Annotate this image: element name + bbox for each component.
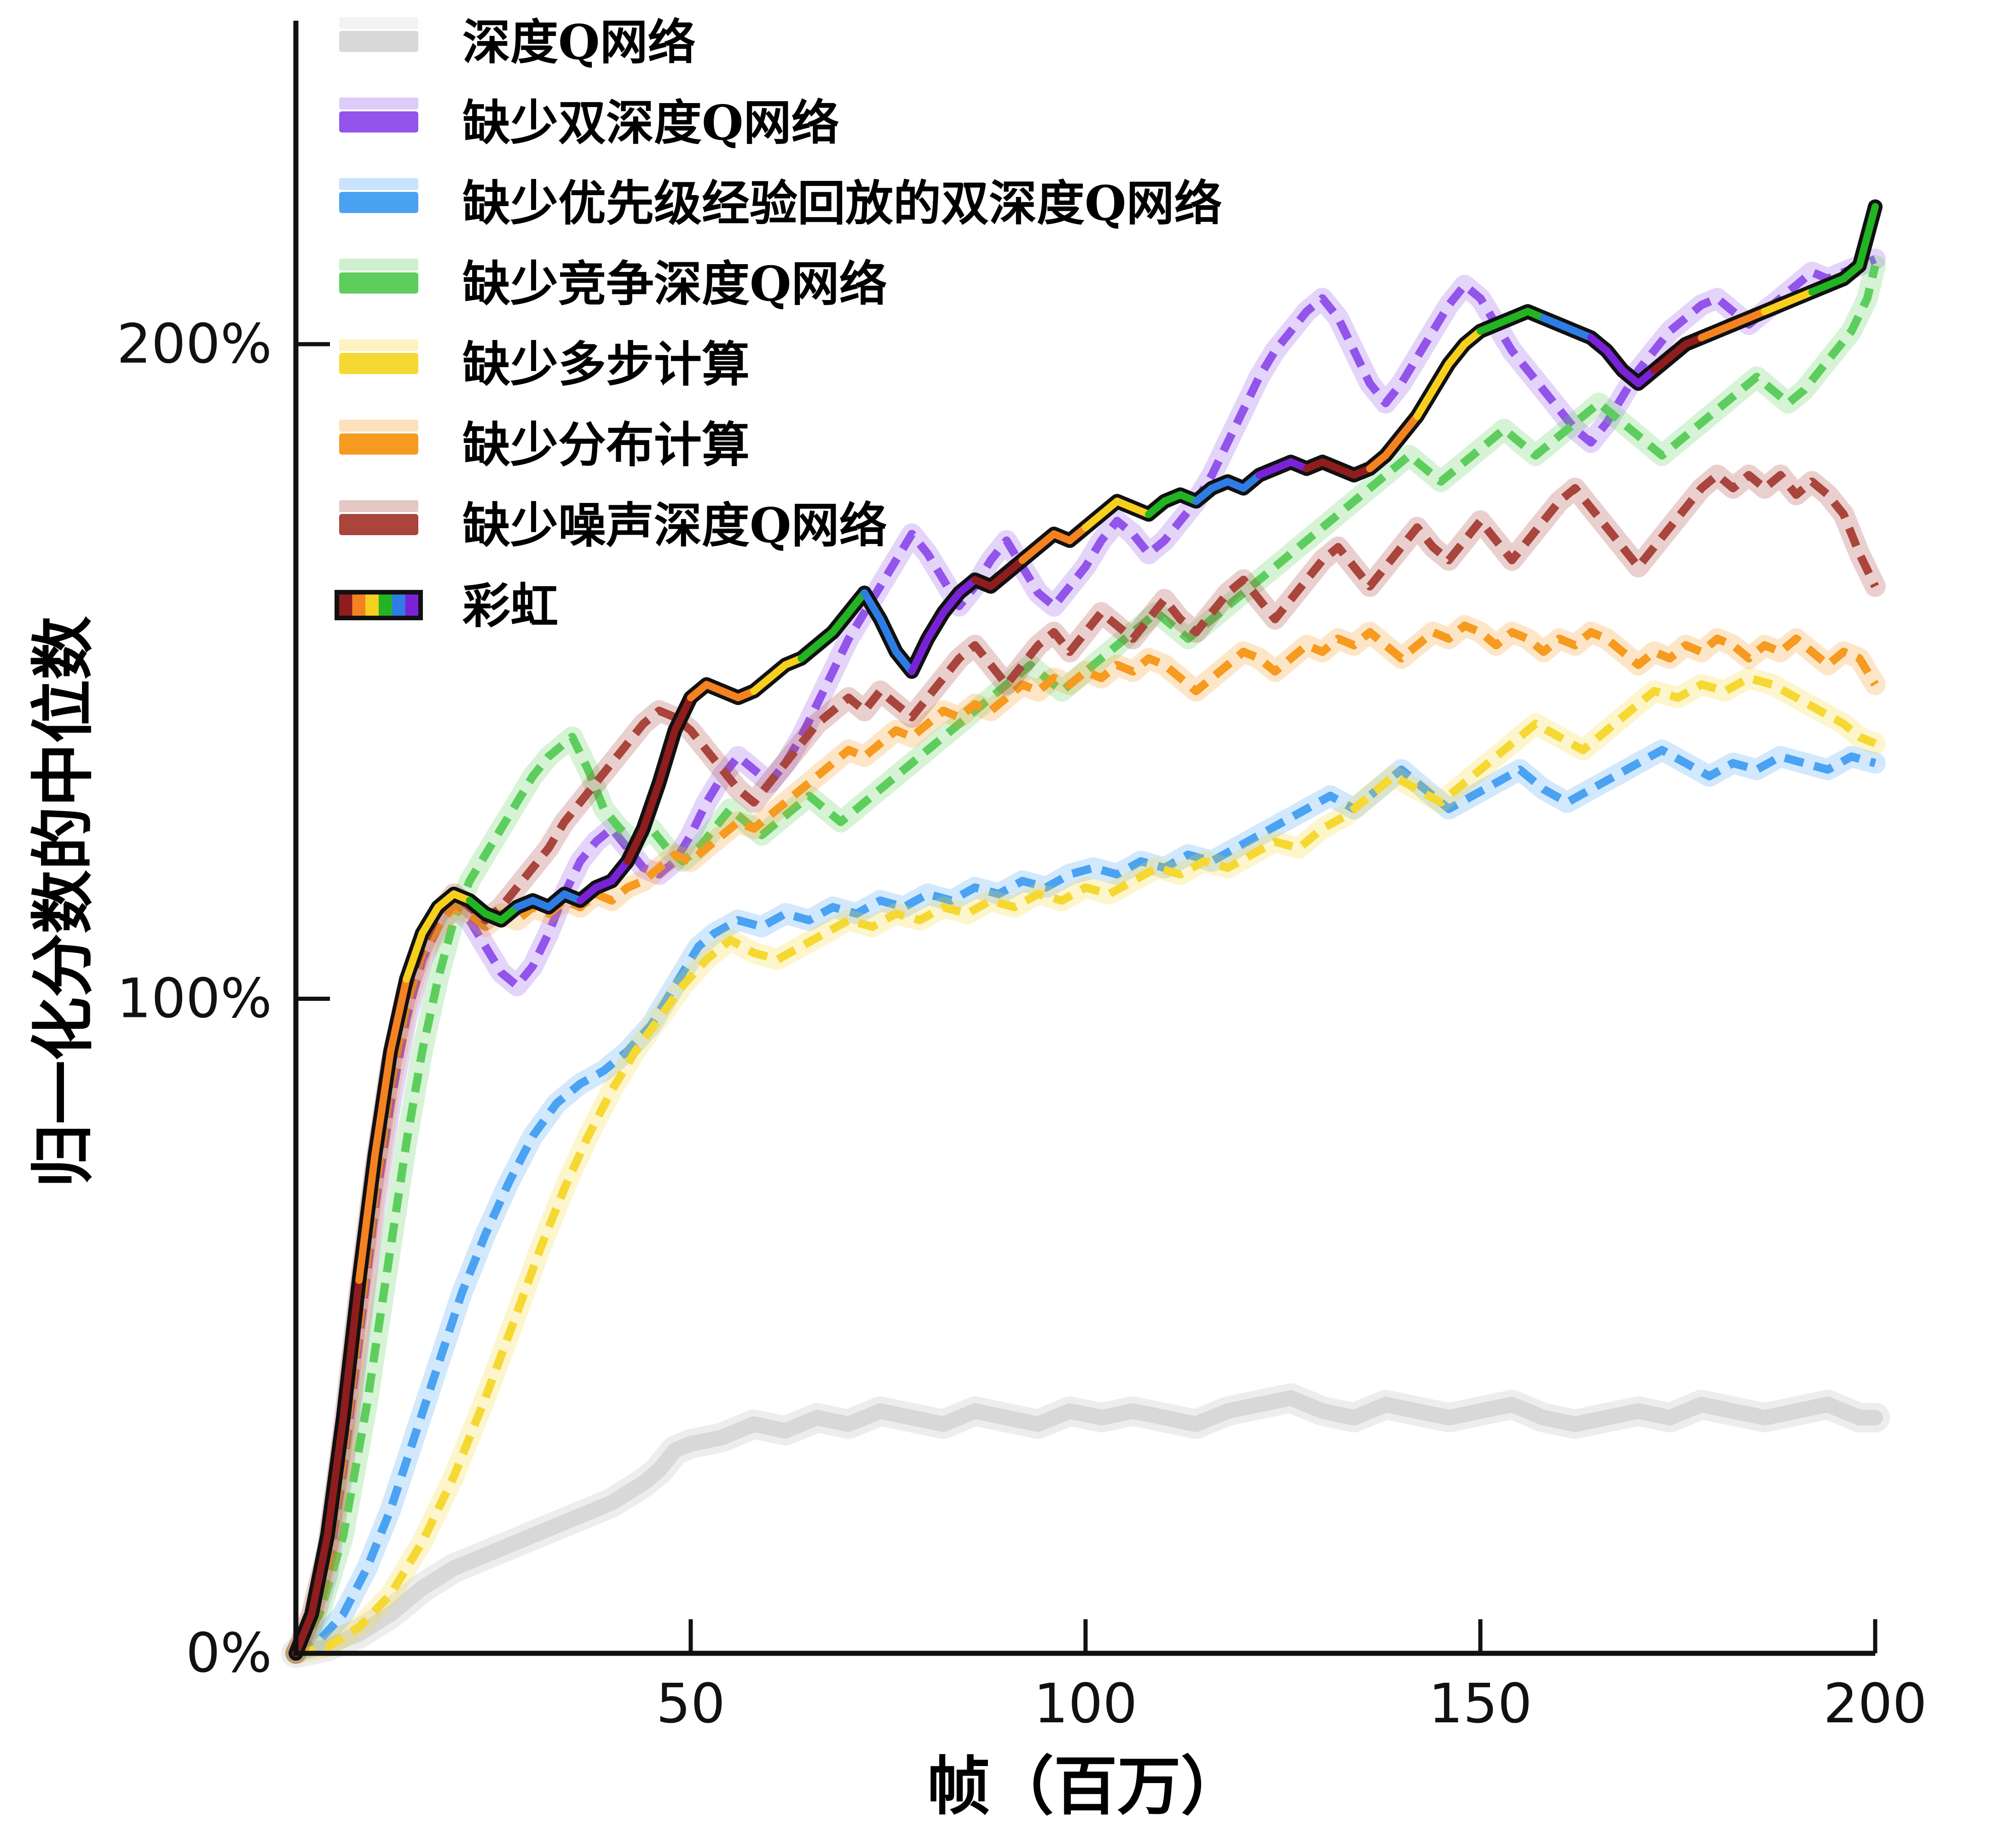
legend-rainbow-stripe bbox=[365, 595, 379, 616]
rainbow-segment bbox=[308, 1531, 331, 1618]
rainbow-segment bbox=[892, 648, 916, 675]
legend-item-6: 缺少噪声深度Q网络 bbox=[339, 497, 887, 554]
legend-swatch-halo bbox=[339, 500, 418, 512]
rainbow-segment bbox=[355, 1152, 379, 1284]
rainbow-segment bbox=[829, 609, 853, 636]
legend-swatch bbox=[339, 111, 418, 133]
x-tick-label-50: 50 bbox=[656, 1672, 725, 1735]
legend-label-3: 缺少竞争深度Q网络 bbox=[462, 255, 887, 312]
rainbow-segment bbox=[1855, 203, 1879, 270]
rainbow-segment bbox=[1445, 341, 1468, 368]
rainbow-segment bbox=[861, 589, 884, 623]
series-line-6 bbox=[292, 471, 1879, 1655]
legend-label-0: 深度Q网络 bbox=[462, 14, 696, 70]
series-halo-0 bbox=[281, 1383, 1890, 1668]
legend-rainbow-stripe bbox=[405, 595, 418, 616]
y-tick-label-100: 100% bbox=[117, 967, 272, 1030]
legend-item-5: 缺少分布计算 bbox=[339, 416, 750, 473]
legend-label-7: 彩虹 bbox=[462, 577, 558, 634]
legend-item-4: 缺少多步计算 bbox=[339, 336, 750, 393]
legend-swatch-halo bbox=[339, 339, 418, 351]
legend-label-1: 缺少双深度Q网络 bbox=[462, 94, 839, 151]
y-axis-title: 归一化分数的中位数 bbox=[25, 616, 100, 1188]
legend-item-0: 深度Q网络 bbox=[339, 14, 696, 70]
x-tick-label-100: 100 bbox=[1034, 1672, 1137, 1735]
legend-swatch-halo bbox=[339, 420, 418, 432]
legend-swatch bbox=[339, 353, 418, 374]
axes bbox=[293, 21, 1877, 1656]
rainbow-segment bbox=[1603, 347, 1626, 374]
rainbow-segment bbox=[1382, 432, 1405, 459]
legend-swatch bbox=[339, 31, 418, 52]
legend-swatch-halo bbox=[339, 98, 418, 110]
series-line-rainbow bbox=[292, 203, 1879, 1657]
series-line-dqn bbox=[288, 1390, 1883, 1661]
rainbow-segment bbox=[1429, 360, 1453, 394]
rainbow-segment bbox=[371, 1047, 394, 1160]
legend-swatch bbox=[339, 433, 418, 455]
rainbow-segment bbox=[924, 609, 947, 643]
legend-swatch-halo bbox=[339, 259, 418, 271]
legend-rainbow-stripe bbox=[379, 595, 392, 616]
rainbow-segment bbox=[323, 1414, 347, 1539]
rainbow-segment bbox=[845, 589, 868, 617]
rainbow-segment bbox=[940, 589, 963, 617]
rainbow-segment bbox=[403, 929, 426, 983]
series-lines bbox=[281, 199, 1890, 1668]
legend-swatch bbox=[339, 272, 418, 294]
legend-swatch-halo bbox=[339, 17, 418, 29]
rainbow-segment bbox=[624, 825, 647, 865]
legend-rainbow-stripe bbox=[392, 595, 405, 616]
x-tick-label-200: 200 bbox=[1823, 1672, 1927, 1735]
legend-label-6: 缺少噪声深度Q网络 bbox=[462, 497, 887, 554]
rainbow-segment bbox=[671, 694, 694, 734]
series-line-4 bbox=[295, 674, 1877, 1657]
legend-item-2: 缺少优先级经验回放的双深度Q网络 bbox=[339, 175, 1222, 231]
legend-label-2: 缺少优先级经验回放的双深度Q网络 bbox=[462, 175, 1222, 231]
rainbow-segment bbox=[339, 1276, 363, 1421]
legend-label-5: 缺少分布计算 bbox=[462, 416, 750, 473]
rainbow-segment bbox=[1413, 386, 1437, 420]
legend-item-3: 缺少竞争深度Q网络 bbox=[339, 255, 887, 312]
rainbow-segment bbox=[1398, 412, 1421, 440]
legend-swatch bbox=[339, 514, 418, 535]
y-tick-label-0: 0% bbox=[186, 1621, 272, 1685]
rainbow-segment bbox=[640, 779, 663, 832]
legend-rainbow-stripe bbox=[339, 595, 352, 616]
series-line-3 bbox=[292, 265, 1879, 1656]
rainbow-segment bbox=[876, 615, 900, 656]
rainbow-segment bbox=[418, 903, 442, 937]
rainbow-segment bbox=[655, 727, 679, 787]
legend-item-7: 彩虹 bbox=[335, 577, 558, 634]
legend-swatch-halo bbox=[339, 178, 418, 190]
x-tick-label-150: 150 bbox=[1428, 1672, 1532, 1735]
rainbow-segment bbox=[608, 857, 631, 885]
legend-rainbow-border bbox=[335, 590, 423, 620]
legend-label-4: 缺少多步计算 bbox=[462, 336, 750, 393]
rainbow-segment bbox=[908, 635, 931, 675]
legend: 深度Q网络缺少双深度Q网络缺少优先级经验回放的双深度Q网络缺少竞争深度Q网络缺少… bbox=[335, 14, 1222, 634]
legend-swatch bbox=[339, 192, 418, 213]
x-axis-title: 帧（百万） bbox=[927, 1749, 1244, 1824]
rainbow-segment bbox=[292, 1610, 316, 1657]
y-tick-label-200: 200% bbox=[117, 312, 272, 375]
axis-labels: 0% 100% 200% 50 100 150 200 帧（百万） 归一化分数的中位数 bbox=[25, 312, 1927, 1824]
series-halo-4 bbox=[285, 667, 1886, 1664]
legend-rainbow-stripe bbox=[352, 595, 366, 616]
legend-item-1: 缺少双深度Q网络 bbox=[339, 94, 839, 151]
series-line-2 bbox=[294, 746, 1877, 1657]
rainbow-segment bbox=[387, 975, 410, 1055]
